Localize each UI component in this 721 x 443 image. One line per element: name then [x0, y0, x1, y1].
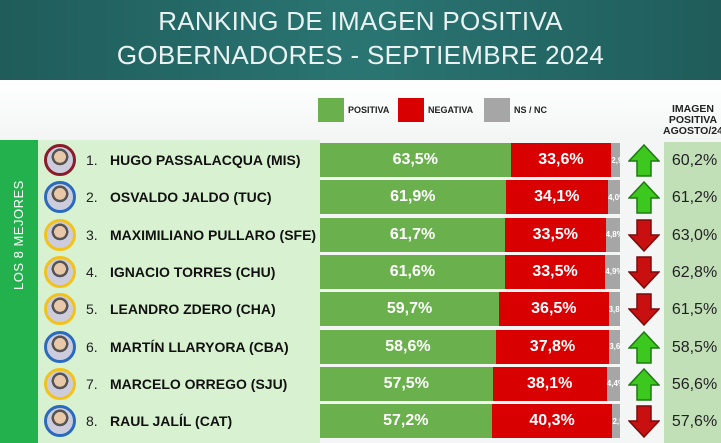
previous-value: 61,5%	[671, 301, 718, 319]
negative-segment: 38,1%	[492, 366, 607, 401]
governor-name: MARCELO ORREGO (SJU)	[110, 375, 288, 392]
governor-name: MAXIMILIANO PULLARO (SFE)	[110, 226, 317, 243]
positive-segment: 61,9%	[320, 180, 506, 215]
rating-bar: 63,5% 33,6% 2,9%	[320, 143, 620, 177]
governor-row: 7. MARCELO ORREGO (SJU) 57,5% 38,1% 4,4%…	[38, 366, 721, 401]
governor-row: 4. IGNACIO TORRES (CHU) 61,6% 33,5% 4,9%…	[38, 254, 721, 289]
previous-month-header: IMAGEN POSITIVA AGOSTO/24	[663, 103, 721, 137]
rank: 7.	[86, 375, 98, 392]
nsnc-segment: 4,0%	[607, 180, 620, 215]
governor-row: 1. HUGO PASSALACQUA (MIS) 63,5% 33,6% 2,…	[38, 143, 721, 177]
rating-bar: 58,6% 37,8% 3,6%	[320, 329, 620, 364]
positive-segment: 57,5%	[320, 366, 493, 401]
governor-name: LEANDRO ZDERO (CHA)	[110, 301, 276, 318]
negative-segment: 40,3%	[491, 404, 613, 439]
positive-segment: 61,7%	[320, 217, 506, 252]
rank: 6.	[86, 338, 98, 355]
nsnc-segment: 3,8%	[608, 292, 620, 327]
arrow-down-icon	[627, 218, 661, 252]
positive-segment: 58,6%	[320, 329, 496, 364]
positive-segment: 63,5%	[320, 143, 511, 177]
negative-segment: 33,5%	[504, 254, 606, 289]
arrow-down-icon	[627, 293, 661, 327]
rank: 8.	[86, 413, 98, 430]
avatar	[44, 367, 76, 400]
governor-row: 3. MAXIMILIANO PULLARO (SFE) 61,7% 33,5%…	[38, 217, 721, 252]
previous-value: 63,0%	[671, 226, 718, 244]
governor-name: RAUL JALÍL (CAT)	[110, 413, 233, 430]
rank: 1.	[86, 152, 98, 168]
rating-bar: 61,6% 33,5% 4,9%	[320, 254, 620, 289]
title-line-2: GOBERNADORES - SEPTIEMBRE 2024	[116, 40, 605, 70]
governor-row: 6. MARTÍN LLARYORA (CBA) 58,6% 37,8% 3,6…	[38, 329, 721, 364]
avatar	[44, 293, 76, 326]
names-panel	[38, 140, 320, 443]
rating-bar: 61,7% 33,5% 4,8%	[320, 217, 620, 252]
rating-bar: 61,9% 34,1% 4,0%	[320, 180, 620, 215]
negative-segment: 37,8%	[495, 329, 610, 364]
avatar	[44, 144, 76, 176]
nsnc-segment: 3,6%	[609, 329, 620, 364]
nsnc-segment: 4,8%	[605, 217, 620, 252]
legend-negative: NEGATIVA	[398, 98, 473, 122]
rating-bar: 57,5% 38,1% 4,4%	[320, 366, 620, 401]
arrow-down-icon	[627, 405, 661, 439]
previous-value: 58,5%	[671, 338, 718, 356]
rank: 3.	[86, 226, 98, 243]
arrow-up-icon	[627, 181, 661, 215]
avatar	[44, 181, 76, 214]
arrow-up-icon	[627, 143, 661, 177]
legend-label: NS / NC	[514, 105, 548, 115]
previous-value: 62,8%	[671, 263, 718, 281]
arrow-up-icon	[627, 330, 661, 364]
legend-nsnc: NS / NC	[484, 98, 547, 122]
negative-segment: 36,5%	[499, 292, 609, 327]
negative-segment: 34,1%	[505, 180, 608, 215]
governor-row: 2. OSVALDO JALDO (TUC) 61,9% 34,1% 4,0% …	[38, 180, 721, 215]
previous-column	[664, 142, 721, 443]
positive-segment: 57,2%	[320, 404, 492, 439]
negative-segment: 33,5%	[505, 217, 606, 252]
arrow-down-icon	[627, 256, 661, 289]
governor-name: IGNACIO TORRES (CHU)	[110, 263, 276, 280]
legend-band	[0, 80, 721, 140]
legend-label: POSITIVA	[348, 105, 390, 115]
nsnc-segment: 2,5%	[612, 404, 620, 439]
previous-value: 60,2%	[671, 152, 718, 169]
arrow-up-icon	[627, 367, 661, 401]
legend-label: NEGATIVA	[428, 105, 474, 115]
negative-segment: 33,6%	[510, 143, 612, 177]
nsnc-segment: 2,9%	[611, 143, 620, 177]
previous-value: 61,2%	[671, 189, 718, 207]
positive-segment: 61,6%	[320, 254, 505, 289]
legend-swatch	[484, 98, 510, 122]
legend-swatch	[398, 98, 424, 122]
avatar	[44, 405, 76, 438]
title-banner: RANKING DE IMAGEN POSITIVA GOBERNADORES …	[0, 0, 721, 80]
previous-value: 57,6%	[671, 413, 718, 431]
avatar	[44, 330, 76, 363]
governor-row: 5. LEANDRO ZDERO (CHA) 59,7% 36,5% 3,8% …	[38, 292, 721, 327]
avatar	[44, 255, 76, 288]
governor-row: 8. RAUL JALÍL (CAT) 57,2% 40,3% 2,5% 57,…	[38, 404, 721, 439]
side-band: LOS 8 MEJORES	[0, 140, 38, 443]
governor-name: OSVALDO JALDO (TUC)	[110, 189, 272, 206]
rating-bar: 57,2% 40,3% 2,5%	[320, 404, 620, 439]
rank: 2.	[86, 189, 98, 206]
legend-positive: POSITIVA	[318, 98, 389, 122]
title-line-1: RANKING DE IMAGEN POSITIVA	[158, 6, 563, 36]
rating-bar: 59,7% 36,5% 3,8%	[320, 292, 620, 327]
legend-swatch	[318, 98, 344, 122]
nsnc-segment: 4,9%	[605, 254, 620, 289]
governor-name: HUGO PASSALACQUA (MIS)	[110, 152, 301, 168]
governor-name: MARTÍN LLARYORA (CBA)	[110, 338, 289, 355]
side-label: LOS 8 MEJORES	[11, 180, 26, 290]
avatar	[44, 218, 76, 251]
rank: 4.	[86, 263, 98, 280]
previous-value: 56,6%	[671, 375, 718, 393]
nsnc-segment: 4,4%	[606, 366, 620, 401]
positive-segment: 59,7%	[320, 292, 500, 327]
rank: 5.	[86, 301, 98, 318]
